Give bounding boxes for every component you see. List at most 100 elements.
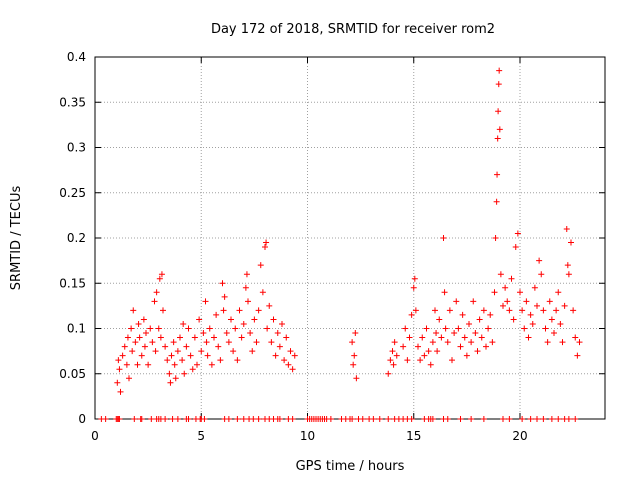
- data-point: [211, 334, 217, 341]
- data-point: [425, 348, 432, 355]
- data-point: [451, 330, 458, 337]
- data-point: [116, 416, 123, 422]
- data-point: [510, 316, 517, 323]
- data-point: [453, 298, 460, 305]
- data-point: [234, 357, 241, 364]
- data-point: [191, 334, 198, 341]
- data-point: [572, 334, 579, 341]
- data-point: [483, 343, 489, 350]
- data-point: [555, 289, 562, 296]
- data-point: [540, 416, 547, 422]
- data-point: [350, 361, 357, 368]
- data-point: [250, 416, 257, 422]
- data-point: [225, 339, 232, 346]
- data-point: [476, 316, 483, 323]
- data-point: [151, 298, 158, 305]
- data-point: [238, 334, 245, 341]
- data-point: [391, 339, 398, 346]
- data-point: [574, 352, 581, 359]
- data-point: [220, 307, 227, 314]
- data-point: [255, 416, 262, 422]
- data-point: [119, 352, 126, 359]
- data-point: [153, 289, 160, 296]
- data-point: [434, 348, 441, 355]
- data-point: [268, 339, 275, 346]
- gridlines: [95, 57, 605, 419]
- y-tick-label: 0: [78, 412, 86, 426]
- data-point: [417, 357, 424, 364]
- data-point: [162, 343, 169, 350]
- data-point: [283, 334, 290, 341]
- data-point: [204, 352, 211, 359]
- data-point: [264, 325, 271, 332]
- data-point: [181, 370, 188, 377]
- data-point: [352, 330, 359, 337]
- data-point: [415, 343, 421, 350]
- data-point: [387, 357, 394, 364]
- data-point: [496, 67, 503, 74]
- data-point: [474, 348, 481, 355]
- data-point: [468, 416, 475, 422]
- data-point: [565, 416, 572, 422]
- data-point: [527, 311, 534, 318]
- data-point: [147, 325, 154, 332]
- data-point: [385, 370, 392, 377]
- data-point: [259, 289, 266, 296]
- data-point: [421, 352, 428, 359]
- data-point: [497, 271, 504, 278]
- data-point: [427, 361, 434, 368]
- data-point: [412, 307, 419, 314]
- data-point: [114, 379, 121, 386]
- data-point: [128, 325, 135, 332]
- data-point: [138, 352, 145, 359]
- data-point: [169, 416, 176, 422]
- data-point: [243, 271, 250, 278]
- data-point: [327, 416, 334, 422]
- data-point: [404, 357, 411, 364]
- data-point: [423, 325, 430, 332]
- data-point: [287, 348, 294, 355]
- data-point: [158, 271, 165, 278]
- data-point: [478, 334, 485, 341]
- data-point: [289, 416, 296, 422]
- x-axis-label: GPS time / hours: [296, 459, 405, 474]
- data-point: [429, 339, 436, 346]
- data-point: [500, 302, 506, 309]
- data-point: [170, 339, 177, 346]
- data-point: [164, 357, 171, 364]
- data-point: [196, 316, 203, 323]
- data-point: [134, 361, 141, 368]
- data-point: [255, 307, 262, 314]
- data-point: [410, 284, 417, 291]
- data-point: [253, 339, 260, 346]
- data-point: [523, 298, 530, 305]
- x-tick-label: 10: [300, 429, 315, 443]
- data-point: [429, 416, 436, 422]
- data-point: [534, 302, 540, 309]
- data-point: [504, 298, 511, 305]
- data-point: [468, 339, 475, 346]
- data-point: [349, 416, 356, 422]
- data-point: [444, 339, 451, 346]
- data-point: [385, 416, 392, 422]
- data-point: [289, 366, 296, 373]
- data-point: [561, 302, 568, 309]
- data-point: [171, 361, 178, 368]
- data-point: [225, 416, 232, 422]
- data-point: [141, 343, 148, 350]
- data-point: [408, 416, 415, 422]
- data-point: [215, 343, 222, 350]
- data-point: [187, 352, 194, 359]
- data-point: [496, 126, 503, 133]
- data-point: [263, 239, 270, 246]
- data-point: [236, 307, 243, 314]
- data-point: [174, 348, 181, 355]
- data-point: [480, 416, 487, 422]
- y-tick-label: 0.4: [67, 50, 86, 64]
- data-point: [502, 284, 509, 291]
- data-point: [115, 357, 122, 364]
- data-point: [455, 325, 462, 332]
- data-point: [551, 330, 557, 337]
- y-tick-label: 0.25: [59, 186, 86, 200]
- data-point: [521, 325, 528, 332]
